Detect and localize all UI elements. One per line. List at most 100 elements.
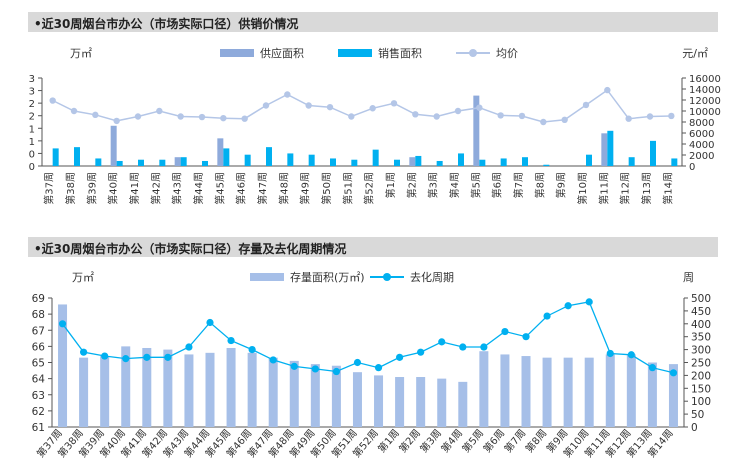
line-point — [604, 86, 611, 94]
bar-b — [607, 130, 614, 166]
right-tick-label: 350 — [691, 332, 711, 344]
bar-b — [266, 147, 272, 166]
right-tick-label: 250 — [691, 358, 711, 370]
category-label: 第42周 — [149, 172, 162, 205]
bar-b — [415, 155, 422, 166]
legend-label: 均价 — [496, 47, 518, 60]
bar-b — [650, 140, 656, 166]
right-tick-label: 500 — [691, 293, 711, 305]
legend-label: 存量面积(万㎡) — [290, 270, 365, 284]
bar-a — [58, 304, 68, 427]
category-label: 第9周 — [555, 172, 568, 198]
left-tick-label: 68 — [32, 309, 45, 321]
panel-2-title: •近30周烟台市办公（市场实际口径）存量及去化周期情况 — [34, 242, 347, 256]
line-point — [269, 356, 277, 364]
line-point — [177, 113, 184, 120]
category-label: 第3周 — [417, 427, 444, 456]
line-point — [433, 113, 440, 120]
line-point — [438, 338, 446, 346]
bar-a — [647, 362, 657, 427]
line-point — [122, 355, 130, 363]
line-point — [164, 353, 172, 361]
bar-b — [500, 158, 507, 166]
bar-b — [52, 148, 59, 166]
bar-b — [287, 153, 294, 166]
bar-a — [584, 357, 594, 427]
bar-a — [121, 346, 131, 427]
bar-a — [563, 357, 573, 427]
line-point — [80, 348, 88, 356]
left-tick-label: 2 — [29, 99, 35, 110]
left-tick-label: 65 — [32, 358, 45, 370]
line-point — [561, 116, 568, 124]
category-label: 第49周 — [299, 172, 312, 205]
line-point — [227, 336, 235, 345]
right-tick-label: 50 — [691, 409, 704, 421]
right-tick-label: 12000 — [689, 96, 721, 107]
bar-b — [479, 159, 486, 166]
bar-a — [521, 356, 531, 427]
category-label: 第14周 — [661, 172, 674, 205]
bar-a — [601, 133, 608, 166]
line-point — [198, 113, 206, 121]
line-point — [374, 364, 383, 372]
category-label: 第3周 — [427, 172, 440, 198]
inventory-cycle-chart: 6162636465666768690501001502002503003504… — [32, 270, 711, 460]
line-point — [206, 318, 214, 327]
line-point — [454, 107, 462, 115]
line-point — [627, 351, 635, 359]
panel-1-title: •近30周烟台市办公（市场实际口径）供销价情况 — [34, 17, 299, 31]
category-label: 第2周 — [396, 427, 423, 456]
bar-b — [308, 154, 315, 166]
line-point — [668, 112, 675, 120]
left-unit: 万㎡ — [70, 47, 92, 60]
bar-a — [458, 381, 468, 427]
line-point — [501, 327, 509, 336]
bar-a — [542, 357, 552, 427]
category-label: 第1周 — [375, 427, 402, 456]
line-point — [522, 333, 530, 341]
line-point — [369, 105, 376, 112]
bar-b — [180, 157, 187, 166]
bar-b — [458, 153, 464, 166]
bar-a — [331, 365, 341, 427]
bar-a — [110, 125, 117, 166]
bar-b — [522, 157, 528, 166]
category-label: 第11周 — [597, 172, 610, 205]
line-point — [459, 343, 467, 351]
line-point — [625, 115, 632, 122]
category-label: 第39周 — [85, 172, 98, 205]
category-label: 第46周 — [235, 172, 248, 205]
line-point — [326, 103, 334, 111]
line-point — [582, 101, 590, 109]
bar-b — [116, 160, 123, 166]
line-point — [518, 112, 526, 120]
right-tick-label: 16000 — [689, 74, 721, 85]
legend-swatch-dot — [469, 49, 477, 57]
legend-swatch-dot — [383, 273, 391, 281]
left-tick-label: 3 — [29, 87, 35, 98]
line-point — [311, 365, 319, 373]
category-label: 第51周 — [341, 172, 354, 205]
line-point — [220, 114, 227, 122]
category-label: 第40周 — [107, 172, 120, 205]
bar-a — [605, 354, 615, 427]
line-point — [332, 367, 340, 376]
bar-a — [184, 354, 194, 427]
category-label: 第37周 — [43, 172, 56, 205]
line-point — [156, 107, 163, 115]
line-point — [648, 364, 657, 372]
line-point — [497, 112, 504, 119]
line-point — [143, 353, 151, 361]
right-tick-label: 150 — [691, 383, 711, 395]
category-label: 第5周 — [469, 172, 482, 198]
line-point — [646, 113, 654, 120]
category-label: 第12周 — [619, 172, 632, 205]
line-point — [476, 104, 483, 111]
line-point — [70, 107, 78, 115]
category-label: 第47周 — [256, 172, 269, 205]
line-point — [606, 349, 614, 358]
left-tick-label: 0 — [29, 162, 35, 173]
bar-b — [74, 147, 80, 166]
right-tick-label: 400 — [691, 319, 711, 331]
